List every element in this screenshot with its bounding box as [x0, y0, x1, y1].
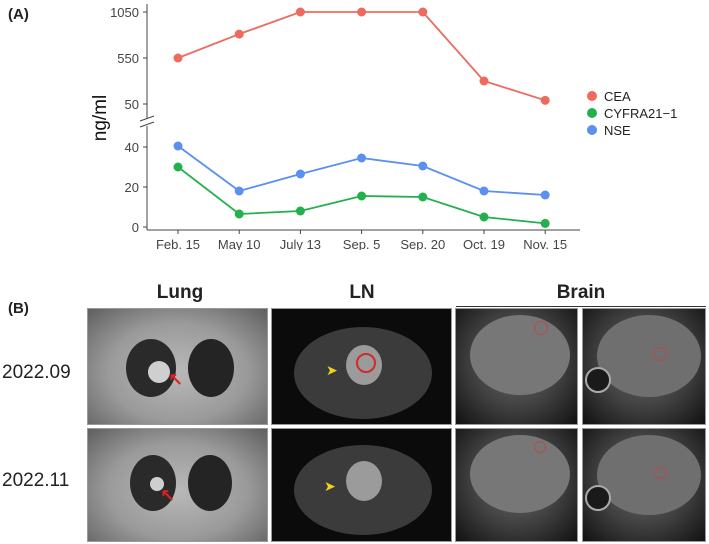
y-tick-label: 50 — [125, 97, 139, 112]
y-axis-title: ng/ml — [90, 95, 111, 141]
x-tick-label: Feb. 15 — [156, 237, 200, 250]
axis-break-mark — [139, 115, 155, 122]
chart-axes: 50 550 1050 0 20 40 Feb. 15 May 10 July 13 Sep. 5… — [90, 4, 580, 250]
lung-right-field — [188, 339, 234, 397]
column-header-ln: LN — [349, 282, 375, 303]
x-tick-label: Oct. 19 — [463, 237, 505, 250]
lymph-node-marker-ring — [356, 353, 376, 373]
data-point — [234, 186, 244, 196]
red-arrow-icon: ↖ — [160, 486, 176, 506]
y-tick-label: 1050 — [110, 5, 139, 20]
data-point — [173, 53, 183, 63]
series-line-nse — [177, 145, 546, 196]
axis-break-mark — [139, 121, 155, 128]
column-header-lung: Lung — [156, 282, 204, 303]
brain-lesion-ring — [534, 441, 546, 453]
column-header-brain: Brain — [556, 282, 606, 303]
legend-label: CYFRA21−1 — [604, 106, 677, 121]
brain-mri-sagittal-2022-11-b — [582, 428, 706, 542]
data-point — [479, 212, 489, 222]
x-tick-label: Sep. 20 — [400, 237, 445, 250]
row-label-2022-11: 2022.11 — [2, 470, 70, 491]
panel-b-label: (B) — [8, 300, 29, 317]
data-point — [540, 190, 550, 200]
mediastinum — [346, 461, 382, 501]
brain-header-underline — [456, 306, 706, 307]
brain-tissue — [597, 435, 701, 515]
brain-mri-sagittal-2022-11 — [455, 428, 578, 542]
data-point — [357, 153, 367, 163]
panel-a-label: (A) — [8, 6, 29, 23]
ln-ct-scan-2022-09: ➤ — [271, 308, 452, 425]
data-point — [295, 169, 305, 179]
chart-legend: CEA CYFRA21−1 NSE — [587, 89, 677, 138]
data-point — [295, 7, 305, 17]
y-tick-label: 20 — [125, 180, 139, 195]
data-point — [418, 192, 428, 202]
legend-marker — [587, 108, 597, 118]
x-tick-label: July 13 — [280, 237, 321, 250]
brain-mri-sagittal-2022-09 — [455, 308, 578, 425]
data-point — [295, 206, 305, 216]
data-point — [418, 7, 428, 17]
data-point — [234, 29, 244, 39]
data-point — [234, 209, 244, 219]
data-point — [540, 95, 550, 105]
x-tick-label: Sep. 5 — [343, 237, 381, 250]
chart-series — [173, 7, 550, 228]
brain-mri-sagittal-2022-09-b — [582, 308, 706, 425]
series-line-cea — [177, 11, 546, 102]
data-point — [479, 76, 489, 86]
legend-label: NSE — [604, 123, 631, 138]
brain-tissue — [470, 435, 570, 513]
data-point — [357, 7, 367, 17]
row-label-2022-09: 2022.09 — [2, 362, 71, 383]
data-point — [173, 141, 183, 151]
data-point — [173, 162, 183, 172]
brain-tissue — [597, 315, 701, 397]
yellow-arrowhead-icon: ➤ — [324, 478, 336, 494]
lung-lesion — [148, 361, 170, 383]
y-tick-label: 40 — [125, 140, 139, 155]
lung-right-field — [188, 455, 232, 511]
lung-ct-scan-2022-11: ↖ — [87, 428, 268, 542]
brain-tissue — [470, 315, 570, 395]
orbit — [585, 367, 611, 393]
brain-lesion-ring — [655, 467, 667, 479]
legend-marker — [587, 91, 597, 101]
line-chart: 50 550 1050 0 20 40 Feb. 15 May 10 July 13 Sep. 5… — [90, 4, 677, 250]
data-point — [479, 186, 489, 196]
lung-ct-scan-2022-09: ↖ — [87, 308, 268, 425]
legend-marker — [587, 125, 597, 135]
x-tick-label: May 10 — [218, 237, 261, 250]
red-arrow-icon: ↖ — [168, 370, 184, 390]
data-point — [540, 218, 550, 228]
orbit — [585, 485, 611, 511]
brain-lesion-ring — [653, 347, 667, 361]
legend-label: CEA — [604, 89, 631, 104]
brain-lesion-ring — [534, 321, 548, 335]
ln-ct-scan-2022-11: ➤ — [271, 428, 452, 542]
x-tick-label: Nov. 15 — [523, 237, 567, 250]
y-tick-label: 0 — [132, 220, 139, 235]
yellow-arrowhead-icon: ➤ — [326, 362, 338, 378]
data-point — [357, 191, 367, 201]
lung-lesion — [150, 477, 164, 491]
data-point — [418, 161, 428, 171]
y-tick-label: 550 — [117, 51, 139, 66]
